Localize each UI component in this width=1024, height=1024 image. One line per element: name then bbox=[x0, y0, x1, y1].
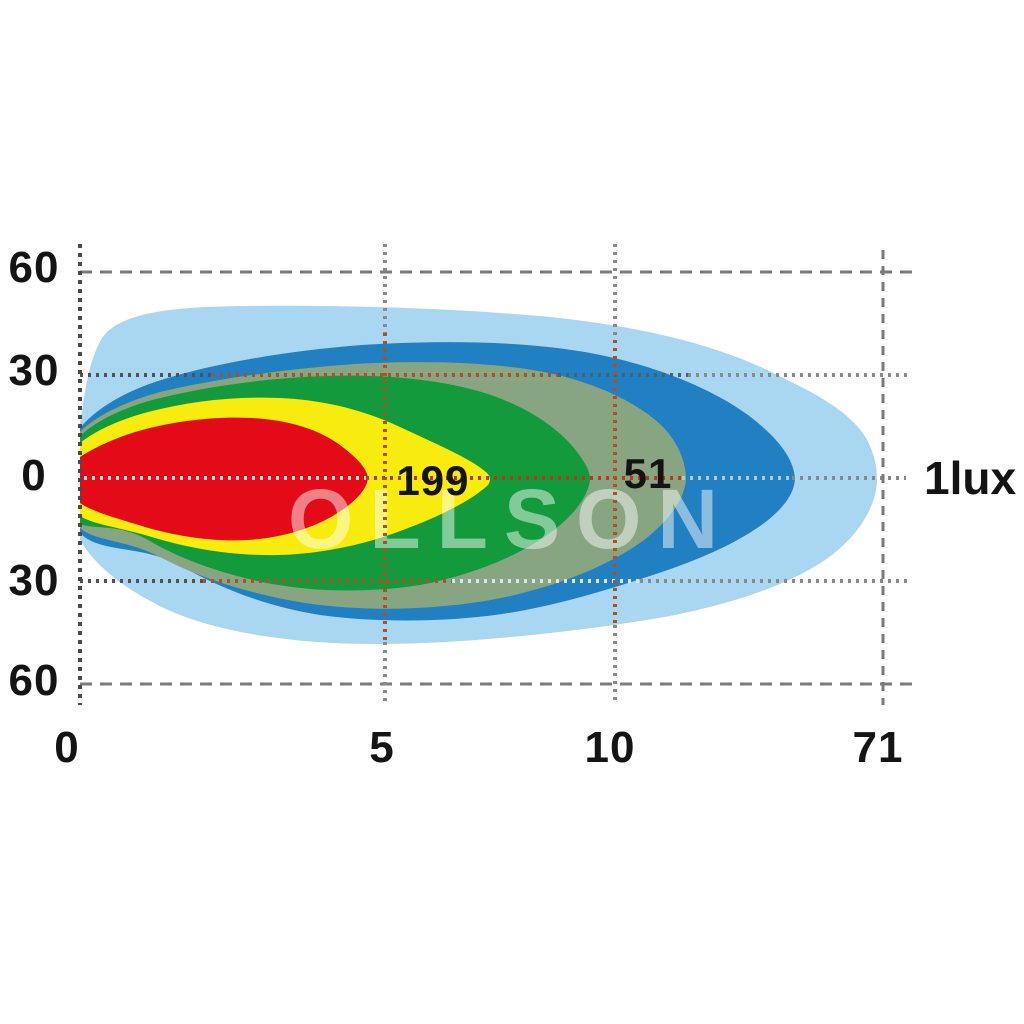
x-tick-0: 0 bbox=[54, 723, 80, 772]
contour-hotspot-red bbox=[80, 417, 368, 541]
y-tick-60-bottom: 60 bbox=[8, 656, 60, 705]
x-tick-5: 5 bbox=[369, 723, 395, 772]
gridlines-vertical bbox=[78, 244, 885, 705]
contour-value-1lux: 1lux bbox=[924, 452, 1017, 504]
y-tick-0: 0 bbox=[21, 451, 47, 500]
x-tick-71: 71 bbox=[852, 723, 904, 772]
watermark-text: OLLSON bbox=[288, 472, 734, 566]
y-tick-30-top: 30 bbox=[8, 346, 60, 395]
contour-value-199: 199 bbox=[396, 457, 470, 504]
gridlines-horizontal bbox=[80, 270, 912, 686]
y-tick-30-bottom: 30 bbox=[8, 556, 60, 605]
x-tick-10: 10 bbox=[584, 723, 636, 772]
y-tick-60-top: 60 bbox=[8, 243, 60, 292]
contour-value-51: 51 bbox=[623, 450, 673, 497]
